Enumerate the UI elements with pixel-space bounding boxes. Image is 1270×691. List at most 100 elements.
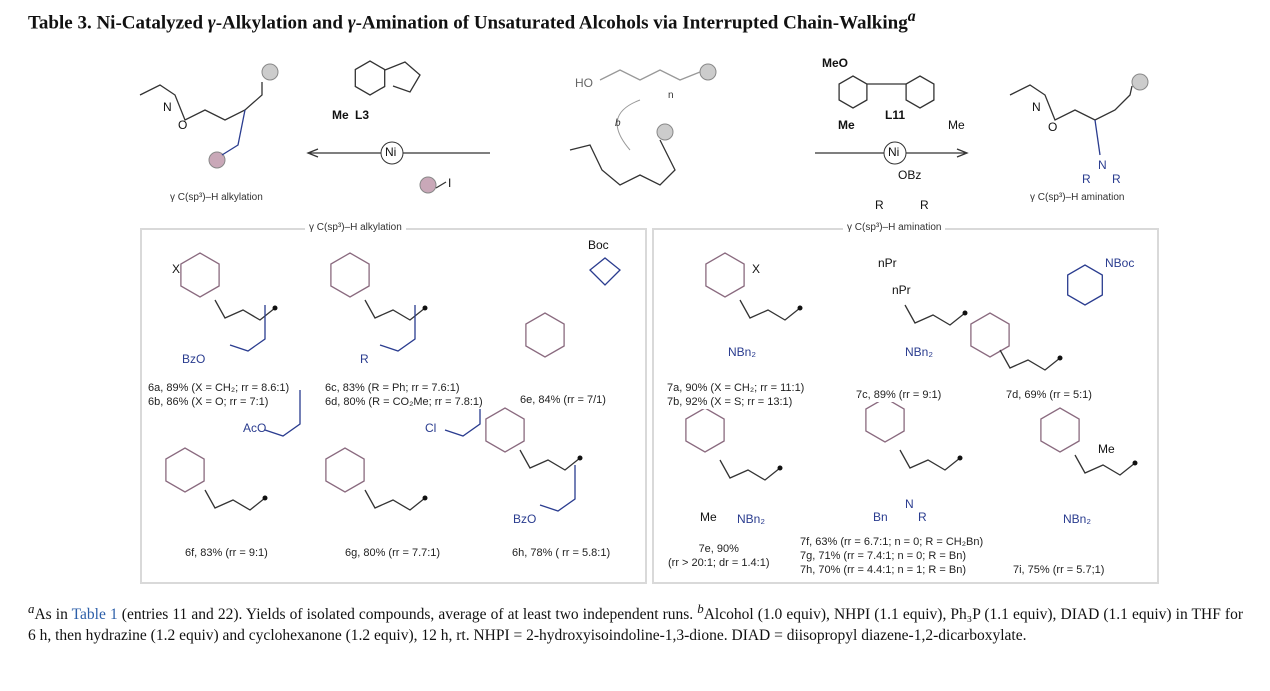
product-chain	[1009, 84, 1133, 121]
n-label: N	[1032, 100, 1041, 114]
r-label: R	[1112, 172, 1121, 186]
bzo-label: BzO	[513, 512, 537, 526]
new-bond	[1094, 119, 1101, 156]
table-1-link[interactable]: Table 1	[71, 606, 118, 624]
title-gamma: γ	[347, 12, 356, 34]
boc-label: Boc	[588, 238, 609, 252]
n-label: n	[668, 90, 674, 101]
cyclohexane-ring	[485, 407, 525, 453]
cl-label: Cl	[425, 421, 437, 435]
title-gamma: γ	[207, 12, 216, 34]
functionalized-chain	[379, 305, 416, 352]
compound-caption-7d: 7d, 69% (rr = 5:1)	[1006, 388, 1092, 402]
atom-dot	[777, 465, 783, 471]
title-footnote-mark: a	[907, 8, 916, 25]
compound-caption-6e: 6e, 84% (rr = 7/1)	[520, 393, 606, 407]
footnote-mark-b: b	[697, 601, 704, 616]
r-label: R	[918, 510, 927, 524]
compound-caption-7e: 7e, 90% (rr > 20:1; dr = 1.4:1)	[668, 542, 770, 570]
atom-dot	[272, 305, 278, 311]
title-text: -Amination of Unsaturated Alcohols via I…	[355, 12, 908, 34]
caption-line: 6a, 89% (X = CH₂; rr = 8.6:1)	[148, 381, 290, 395]
left-scheme-label: γ C(sp³)–H alkylation	[170, 192, 263, 203]
me-label: Me	[838, 118, 855, 132]
bzo-label: BzO	[182, 352, 206, 366]
me-label: Me	[332, 108, 349, 122]
title-text: Table 3. Ni-Catalyzed	[28, 12, 208, 34]
alkyl-group-circle	[208, 151, 226, 169]
nbn2-label: NBn₂	[905, 345, 934, 359]
compound-caption-7f-7h: 7f, 63% (rr = 6.7:1; n = 0; R = CH₂Bn) 7…	[800, 535, 984, 577]
substituent-circle	[261, 63, 279, 81]
caption-line: (rr > 20:1; dr = 1.4:1)	[668, 556, 770, 570]
nboc-label: NBoc	[1105, 256, 1135, 270]
atom-dot	[797, 305, 803, 311]
footnote-text: As in	[34, 606, 72, 624]
ni-circle	[883, 141, 907, 165]
curved-arrow	[616, 99, 641, 151]
compound-caption-7a-7b: 7a, 90% (X = CH₂; rr = 11:1) 7b, 92% (X …	[667, 381, 805, 409]
caption-line: 6f, 83% (rr = 9:1)	[185, 546, 268, 560]
r-label: R	[920, 198, 929, 212]
b-label: b	[615, 118, 621, 129]
cyclohexane-ring	[165, 447, 205, 493]
n-label: N	[905, 497, 914, 511]
n-label: N	[163, 100, 172, 114]
caption-line: 7h, 70% (rr = 4.4:1; n = 1; R = Bn)	[800, 563, 984, 577]
caption-line: 7b, 92% (X = S; rr = 13:1)	[667, 395, 805, 409]
caption-line: 6h, 78% ( rr = 5.8:1)	[512, 546, 611, 560]
x-label: X	[752, 262, 761, 276]
bn-label: Bn	[873, 510, 888, 524]
substituent-circle	[656, 123, 674, 141]
r-label: R	[1082, 172, 1091, 186]
footnote: aAs in Table 1 (entries 11 and 22). Yiel…	[28, 598, 1243, 646]
compound-caption-6h: 6h, 78% ( rr = 5.8:1)	[512, 546, 611, 560]
cyclohexane-ring	[1040, 407, 1080, 453]
right-scheme-label: γ C(sp³)–H amination	[1030, 192, 1125, 203]
substrate-chain	[599, 69, 701, 81]
title-text: -Alkylation and	[215, 12, 348, 34]
ligand-l3: L3	[355, 108, 370, 122]
oxazoline-ring	[384, 61, 421, 93]
carbon-chain	[739, 299, 801, 321]
caption-line: 7i, 75% (rr = 5.7;1)	[1013, 563, 1105, 577]
compound-caption-6c-6d: 6c, 83% (R = Ph; rr = 7.6:1) 6d, 80% (R …	[325, 381, 483, 409]
carbon-chain	[904, 304, 966, 326]
product-chain	[139, 82, 263, 121]
caption-line: 6d, 80% (R = CO₂Me; rr = 7.8:1)	[325, 395, 483, 409]
carbon-chain	[204, 489, 266, 511]
atom-dot	[1057, 355, 1063, 361]
cyclohexane-ring	[685, 407, 725, 453]
me-label: Me	[700, 510, 717, 524]
substrate-chain	[569, 139, 676, 186]
cyclohexane-ring	[180, 252, 220, 298]
ligand-l11: L11	[885, 108, 906, 122]
atom-dot	[1132, 460, 1138, 466]
atom-dot	[422, 495, 428, 501]
carbon-chain	[719, 459, 781, 481]
nbn2-label: NBn₂	[1063, 512, 1092, 526]
aco-label: AcO	[243, 421, 267, 435]
azetidine-ring	[589, 257, 621, 286]
footnote-text: Alcohol (1.0 equiv), NHPI (1.1 equiv), P…	[28, 606, 1244, 645]
iodide-label: I	[448, 176, 452, 190]
functionalized-chain	[229, 305, 266, 352]
meo-label: MeO	[822, 56, 849, 70]
substituent-circle	[1131, 73, 1149, 91]
carbon-chain	[364, 489, 426, 511]
new-bond	[221, 109, 246, 156]
cyclohexane-ring	[865, 397, 905, 443]
cyclohexane-ring	[330, 252, 370, 298]
carbon-chain	[999, 349, 1061, 371]
o-label: O	[1048, 120, 1058, 134]
ni-label: Ni	[888, 145, 900, 159]
cyclohexane-ring	[705, 252, 745, 298]
obz-label: OBz	[898, 168, 922, 182]
atom-dot	[262, 495, 268, 501]
caption-line: 7f, 63% (rr = 6.7:1; n = 0; R = CH₂Bn)	[800, 535, 984, 549]
alkyl-group-circle	[419, 176, 437, 194]
me-label: Me	[1098, 442, 1115, 456]
caption-line: 6g, 80% (rr = 7.7:1)	[345, 546, 441, 560]
r-label: R	[875, 198, 884, 212]
